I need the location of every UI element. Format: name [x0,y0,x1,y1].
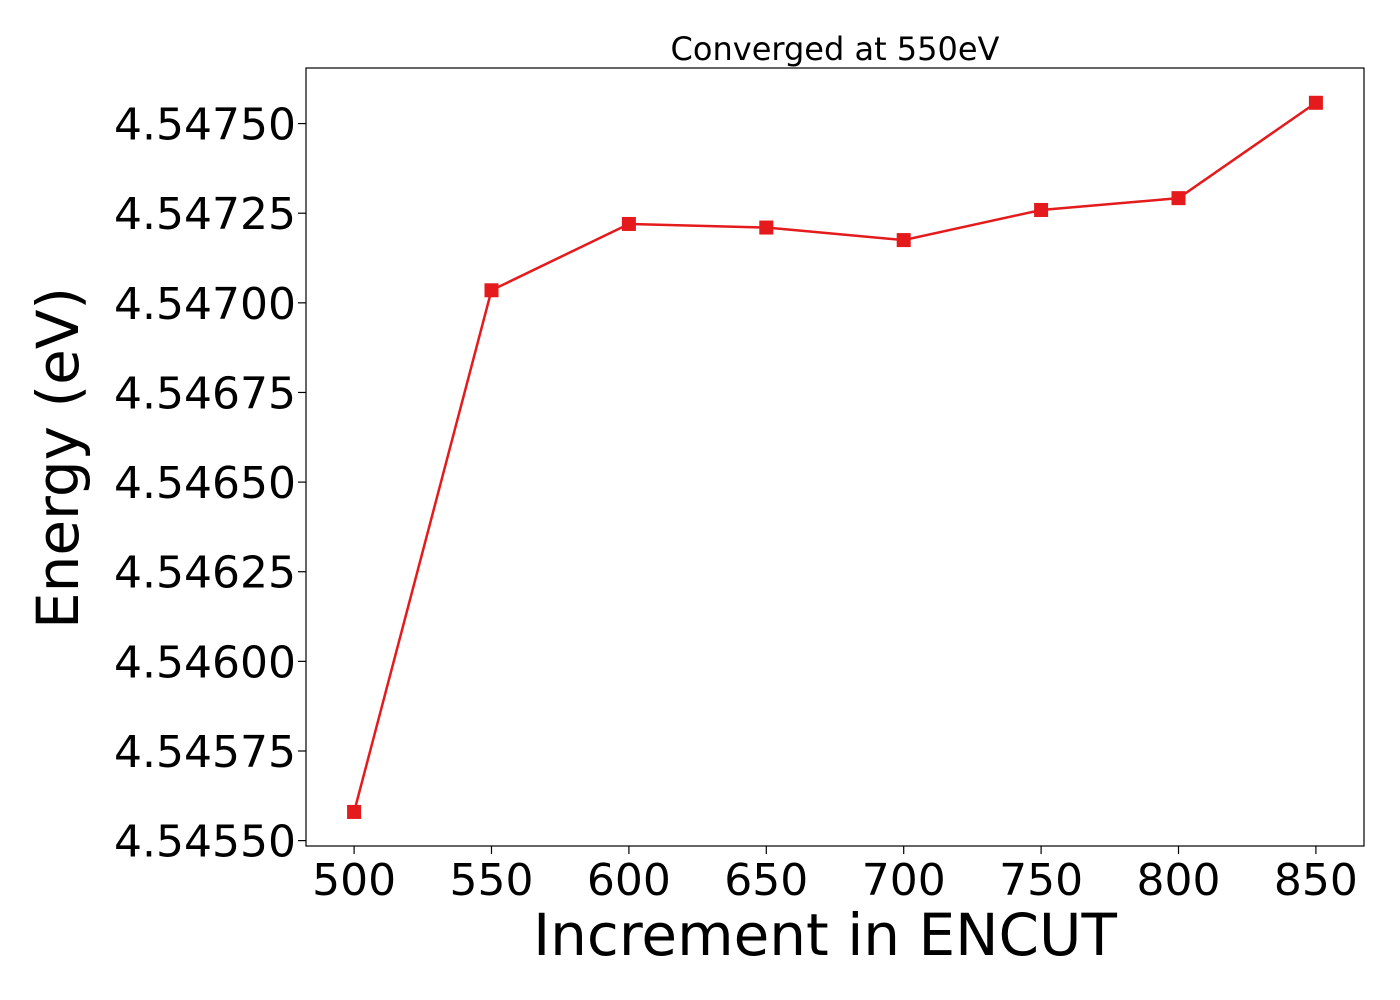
data-point-marker [896,233,911,248]
y-tick-label: 4.54700 [114,279,296,330]
y-axis-title: Energy (eV) [24,287,92,629]
x-axis: 500 550 600 650 700 750 800 850 [312,846,1358,906]
x-tick-label: 750 [999,855,1083,906]
series-layer [347,95,1323,819]
data-point-marker [1308,95,1323,110]
y-tick-label: 4.54725 [114,189,296,240]
y-tick-label: 4.54625 [114,548,296,599]
y-tick-label: 4.54575 [114,727,296,778]
data-point-marker [484,283,499,298]
data-point-marker [1171,191,1186,206]
x-tick-label: 850 [1274,855,1358,906]
plot-frame [305,67,1365,847]
y-axis: 4.54550 4.54575 4.54600 4.54625 4.54650 4.546… [114,100,306,868]
x-axis-title: Increment in ENCUT [533,901,1117,969]
data-point-marker [621,216,636,231]
y-tick-label: 4.54750 [114,100,296,151]
y-tick-label: 4.54675 [114,368,296,419]
x-tick-label: 600 [587,855,671,906]
data-point-marker [347,804,362,819]
data-point-marker [1034,202,1049,217]
data-point-marker [759,220,774,235]
x-tick-label: 800 [1137,855,1221,906]
y-tick-label: 4.54650 [114,458,296,509]
y-tick-label: 4.54550 [114,817,296,868]
x-tick-label: 500 [312,855,396,906]
y-tick-label: 4.54600 [114,637,296,688]
series-line [352,101,1317,813]
chart-title: Converged at 550eV [671,30,1000,68]
x-tick-label: 700 [862,855,946,906]
x-tick-label: 550 [450,855,534,906]
x-tick-label: 650 [724,855,808,906]
